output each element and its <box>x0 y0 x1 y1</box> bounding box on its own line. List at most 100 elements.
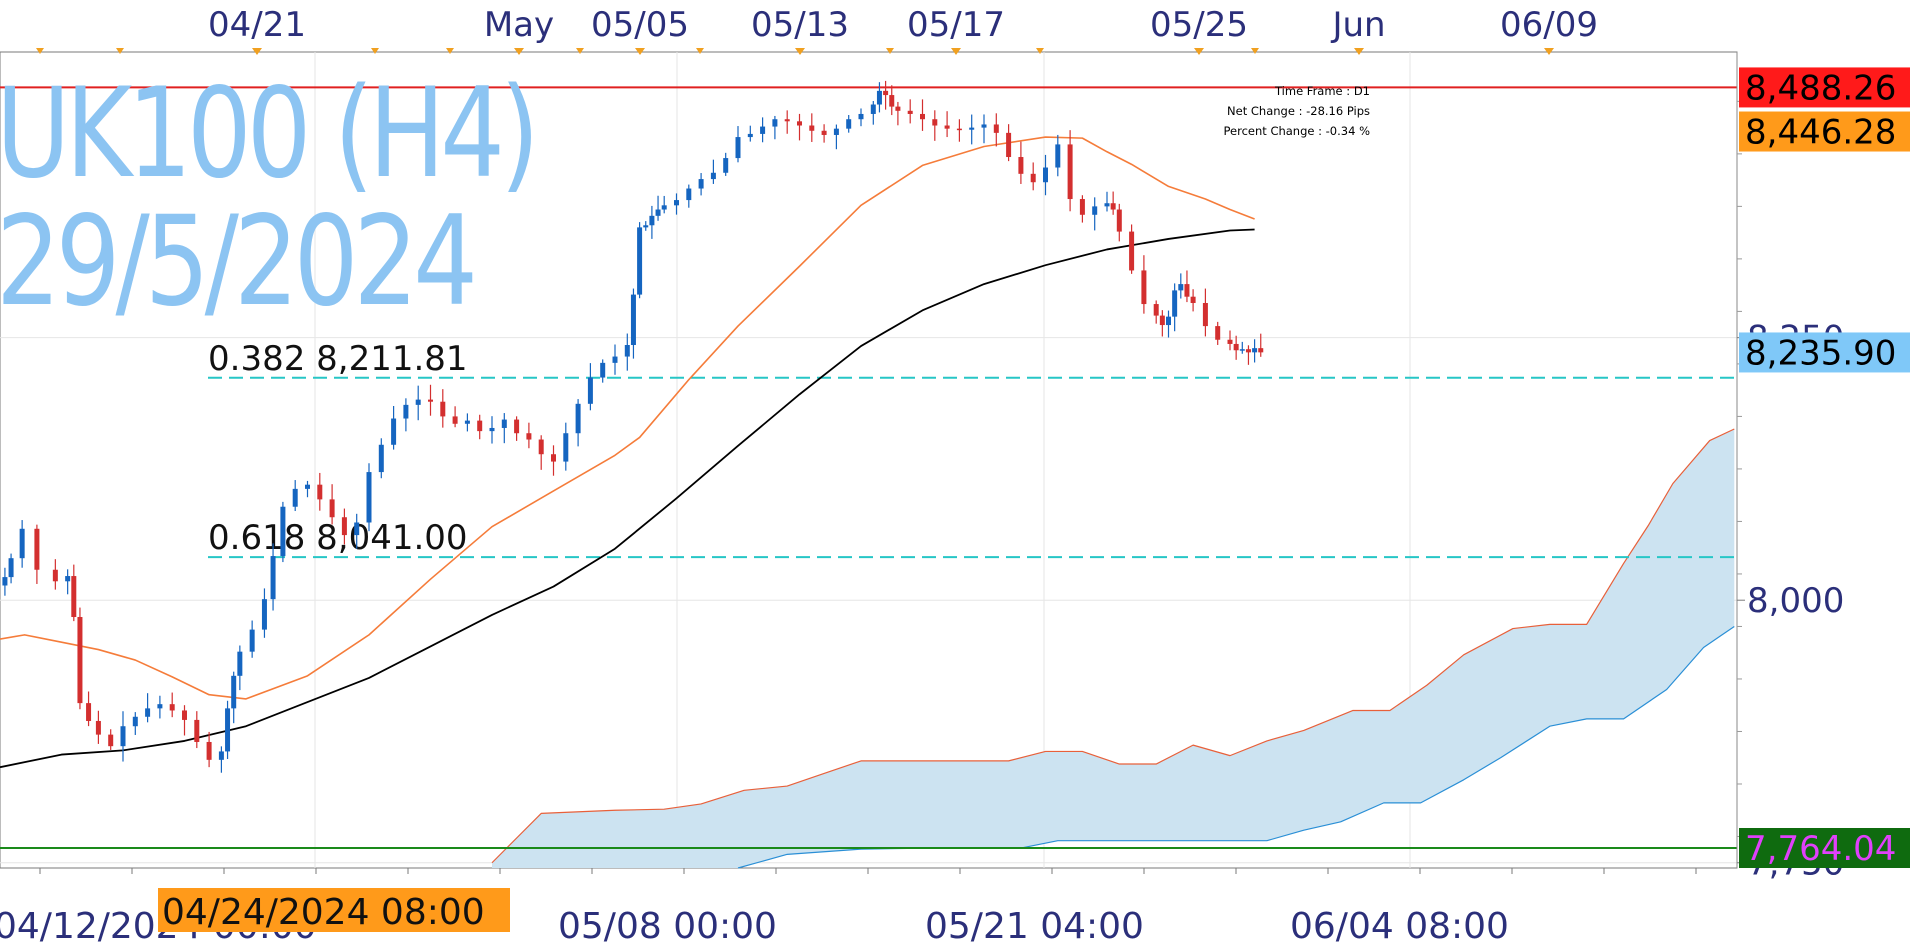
bottom-axis-label-1: 05/08 00:00 <box>558 906 777 947</box>
candle-body-24 <box>249 629 255 652</box>
candle-body-72 <box>797 121 802 126</box>
price-tag-bg-3 <box>1739 828 1910 869</box>
candle-body-5 <box>52 569 58 582</box>
candle-body-20 <box>218 751 224 760</box>
top-tick-marker-1 <box>116 48 124 54</box>
candle-body-18 <box>194 719 200 742</box>
candle-body-49 <box>551 454 556 462</box>
crosshair-time-label: 04/24/2024 08:00 <box>162 892 485 933</box>
candle-body-31 <box>329 499 335 518</box>
moving-averages <box>0 136 1255 769</box>
candle-body-29 <box>305 484 310 489</box>
info-percent-change: Percent Change : -0.34 % <box>1223 124 1370 138</box>
fib-label-0: 0.382 8,211.81 <box>208 339 468 379</box>
candle-body-65 <box>710 172 716 180</box>
candle-body-106 <box>1166 316 1171 326</box>
candle-body-73 <box>809 125 815 131</box>
ma-slow-line <box>0 228 1255 769</box>
watermark-symbol: UK100 (H4) <box>0 62 540 206</box>
top-tick-marker-7 <box>1036 48 1044 54</box>
candle-body-89 <box>981 124 987 128</box>
candle-body-50 <box>563 433 569 462</box>
candle-body-54 <box>612 356 618 363</box>
top-tick-marker-0 <box>36 48 44 54</box>
top-axis-label-0: 04/21 <box>208 5 306 45</box>
candle-body-7 <box>71 576 77 618</box>
fib-label-1: 0.618 8,041.00 <box>208 518 468 558</box>
candle-body-91 <box>1006 132 1012 158</box>
candle-body-44 <box>489 427 495 432</box>
candle-body-12 <box>120 726 126 747</box>
candle-body-94 <box>1043 167 1048 183</box>
candle-body-86 <box>944 125 950 129</box>
top-axis-marker-6 <box>1354 48 1364 55</box>
candle-body-93 <box>1030 173 1036 183</box>
top-axis-marker-2 <box>635 48 645 55</box>
candle-body-46 <box>514 419 520 434</box>
candle-body-81 <box>889 95 895 107</box>
candle-body-69 <box>760 126 766 134</box>
candle-body-102 <box>1129 231 1135 271</box>
cloud-upper-line <box>491 428 1735 864</box>
candle-body-104 <box>1153 304 1159 316</box>
y-tick-label-1: 8,000 <box>1747 581 1844 621</box>
top-axis-label-4: 05/17 <box>907 5 1005 45</box>
price-tag-2: 8,235.90 <box>1739 332 1910 373</box>
candle-body-9 <box>86 703 92 721</box>
candle-body-38 <box>415 399 421 405</box>
labels: 8,488.26 8,446.28 8,235.90 7,764.04 04/24/20… <box>158 67 1910 933</box>
top-tick-marker-6 <box>886 48 894 54</box>
candle-body-68 <box>747 133 753 138</box>
candle-body-61 <box>661 205 667 210</box>
candle-body-100 <box>1110 203 1116 210</box>
candle-body-22 <box>231 675 237 709</box>
candle-body-13 <box>132 716 138 727</box>
candle-body-34 <box>366 472 372 523</box>
top-axis-marker-3 <box>795 48 805 55</box>
candles <box>2 80 1264 773</box>
candle-body-115 <box>1239 349 1245 351</box>
candle-body-84 <box>920 113 925 120</box>
candle-body-60 <box>655 209 661 216</box>
candle-body-17 <box>182 710 187 720</box>
candle-body-64 <box>698 179 704 189</box>
candle-body-103 <box>1141 270 1147 305</box>
candle-body-80 <box>883 90 889 96</box>
info-net-change: Net Change : -28.16 Pips <box>1227 104 1370 118</box>
candle-body-88 <box>969 127 975 130</box>
top-axis-marker-7 <box>1544 48 1554 55</box>
top-tick-marker-2 <box>371 48 379 54</box>
candle-body-19 <box>206 741 212 760</box>
price-tag-label-1: 8,446.28 <box>1745 113 1896 153</box>
candle-body-95 <box>1055 144 1061 168</box>
candle-body-97 <box>1079 199 1085 215</box>
candle-body-53 <box>600 362 606 378</box>
candle-body-67 <box>735 137 741 159</box>
candle-body-30 <box>317 484 323 500</box>
price-tag-3: 7,764.04 <box>1739 828 1910 869</box>
candle-body-2 <box>8 558 14 578</box>
candle-body-42 <box>464 420 470 424</box>
candle-body-4 <box>34 528 40 570</box>
levels: 0.382 8,211.81 0.618 8,041.00 <box>0 86 1737 850</box>
candle-body-117 <box>1252 348 1258 353</box>
candle-body-8 <box>77 617 83 704</box>
candle-body-15 <box>157 704 163 709</box>
top-axis-marker-0 <box>252 48 262 55</box>
candle-body-96 <box>1067 144 1073 200</box>
candle-body-63 <box>686 188 692 201</box>
candle-body-71 <box>784 119 790 122</box>
candle-body-57 <box>637 227 643 295</box>
candle-body-85 <box>932 119 938 126</box>
top-axis-label-1: May <box>484 5 554 45</box>
candle-body-6 <box>65 576 71 582</box>
candle-body-87 <box>956 128 962 131</box>
top-axis-label-5: 05/25 <box>1150 5 1248 45</box>
top-axis-marker-1 <box>514 48 524 55</box>
candle-body-51 <box>575 403 581 434</box>
candle-body-52 <box>587 377 593 404</box>
candle-body-1 <box>2 577 8 586</box>
candle-body-36 <box>391 418 397 445</box>
candle-body-82 <box>895 106 901 111</box>
